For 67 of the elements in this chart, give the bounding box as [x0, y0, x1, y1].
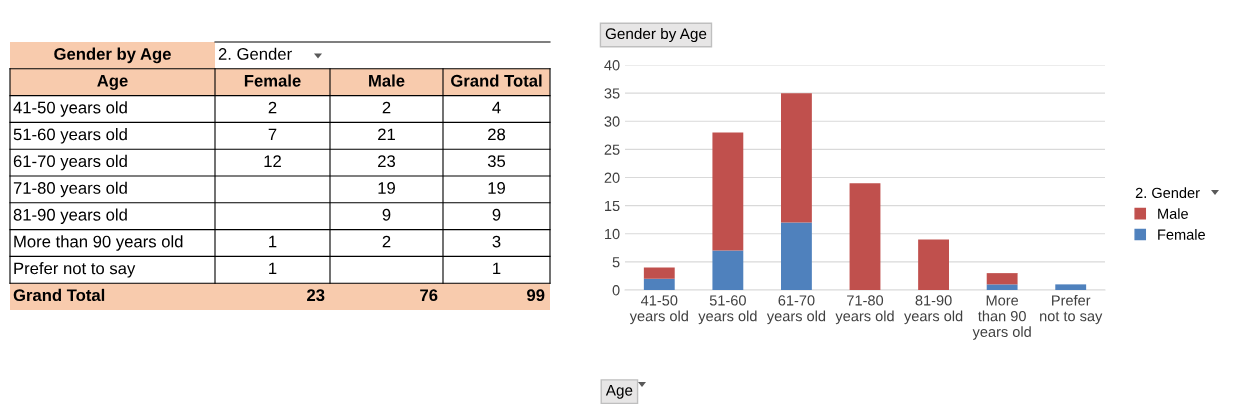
data-label: 2 — [382, 235, 391, 248]
y-tick-label: 25 — [604, 144, 620, 155]
x-tick-label: More than 90 years old — [972, 295, 1031, 340]
y-tick-label: 35 — [604, 88, 620, 99]
data-label: 21 — [378, 128, 395, 141]
data-label: 28 — [488, 128, 506, 141]
bar — [986, 284, 1018, 290]
category-label: 71-80 years old — [13, 181, 127, 198]
y-tick-label: 5 — [612, 257, 620, 268]
bar — [918, 239, 949, 290]
data-label: 4 — [492, 101, 501, 114]
y-tick-label: 0 — [612, 285, 620, 296]
bar — [986, 273, 1018, 285]
category-label: 41-50 years old — [13, 101, 127, 117]
category-label: 81-90 years old — [13, 208, 127, 224]
x-tick-label: 41-50 years old — [629, 295, 688, 325]
legend-title: 2. Gender — [218, 47, 292, 60]
data-label: 3 — [492, 235, 501, 248]
data-label: 23 — [378, 155, 396, 168]
data-label: 19 — [378, 182, 395, 194]
text: Grand Total — [451, 74, 542, 87]
category-label: 51-60 years old — [13, 128, 127, 144]
legend-label: Female — [1158, 229, 1205, 240]
bar — [781, 93, 812, 223]
data-label: 2 — [382, 101, 391, 114]
chart-title: Gender by Age — [605, 27, 707, 43]
y-tick-label: 40 — [604, 60, 620, 71]
data-label: 9 — [492, 208, 501, 221]
x-axis-title: Age — [605, 385, 633, 399]
bar — [781, 222, 812, 290]
text: Age — [97, 74, 128, 90]
y-tick-label: 20 — [604, 172, 620, 183]
data-label: 76 — [420, 289, 438, 302]
data-label: 2 — [268, 101, 277, 114]
y-tick-label: 30 — [604, 116, 620, 127]
bar — [643, 278, 675, 290]
data-label: 9 — [382, 208, 391, 221]
data-label: 99 — [527, 289, 545, 302]
x-tick-label: 81-90 years old — [904, 295, 963, 325]
bar — [643, 267, 675, 279]
x-tick-label: Prefer not to say — [1040, 294, 1103, 325]
data-label: 1 — [493, 262, 501, 275]
category-label: Grand Total — [13, 288, 105, 302]
text: Male — [369, 74, 405, 87]
text: Female — [244, 74, 301, 87]
category-label: More than 90 years old — [14, 235, 183, 251]
data-label: 35 — [487, 155, 506, 168]
legend-title: 2. Gender — [1135, 187, 1200, 199]
y-tick-label: 15 — [605, 200, 620, 212]
x-tick-label: 51-60 years old — [698, 295, 757, 325]
x-tick-label: 61-70 years old — [766, 295, 826, 325]
y-tick-label: 10 — [605, 228, 620, 240]
x-tick-label: 71-80 years old — [835, 295, 894, 325]
data-label: 1 — [269, 235, 277, 248]
data-label: 12 — [264, 155, 281, 167]
category-label: 61-70 years old — [13, 154, 127, 171]
text: Gender by Age — [54, 47, 171, 64]
data-label: 19 — [488, 182, 505, 194]
bar — [849, 183, 881, 290]
bar — [1055, 284, 1087, 290]
category-label: Prefer not to say — [14, 262, 136, 278]
data-label: 23 — [307, 289, 325, 302]
bar — [712, 132, 744, 251]
data-label: 7 — [268, 128, 277, 141]
legend-label: Male — [1158, 208, 1188, 219]
data-label: 1 — [269, 262, 277, 275]
bar — [712, 250, 744, 290]
